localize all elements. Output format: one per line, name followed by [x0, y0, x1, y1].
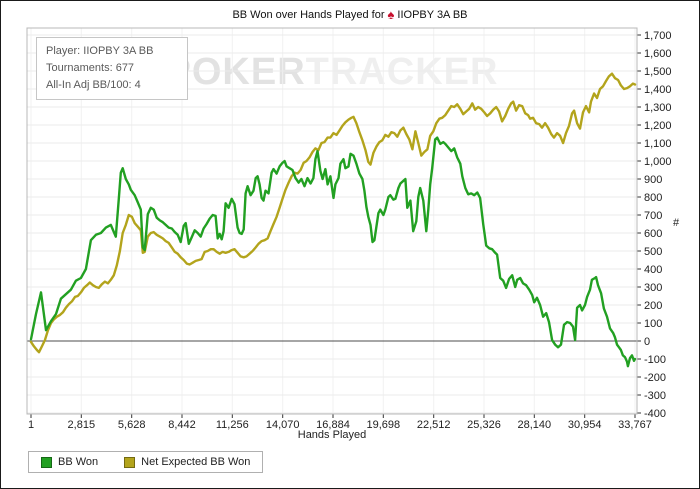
chart-title-prefix: BB Won over Hands Played for: [232, 9, 385, 21]
svg-text:5,628: 5,628: [118, 419, 146, 431]
svg-text:-100: -100: [644, 354, 666, 366]
svg-text:19,698: 19,698: [366, 419, 400, 431]
y-axis-ticks: [637, 34, 641, 414]
chart-title-player-name: IIOPBY 3A BB: [397, 9, 468, 21]
x-axis-labels: 1 2,815 5,628 8,442 11,256 14,070 16,884 19,698…: [28, 419, 652, 431]
svg-text:1,400: 1,400: [644, 84, 672, 96]
y-axis-labels: -400 -300 -200 -100 0 100 200 300 400 500 600 700 80…: [644, 30, 672, 420]
svg-text:8,442: 8,442: [168, 419, 196, 431]
pokertracker-spade-icon: ♠: [387, 7, 395, 22]
svg-text:14,070: 14,070: [266, 419, 300, 431]
svg-text:100: 100: [644, 318, 662, 330]
player-info-box: Player: IIOPBY 3A BB Tournaments: 677 Al…: [36, 37, 188, 100]
plot-frame: [26, 27, 638, 415]
watermark-tracker-text: TRACKER: [305, 51, 499, 93]
legend-swatch-bb-won: [41, 456, 52, 468]
y-gridlines: [27, 34, 637, 414]
svg-text:1,600: 1,600: [644, 48, 672, 60]
svg-text:25,326: 25,326: [467, 419, 501, 431]
net-expected-bb-won-line: [29, 72, 637, 354]
chart-title: BB Won over Hands Played for ♠ IIOPBY 3A B…: [1, 7, 699, 22]
svg-text:11,256: 11,256: [216, 419, 249, 431]
svg-text:1,200: 1,200: [644, 120, 672, 132]
bb-won-line: [29, 136, 637, 368]
svg-text:-200: -200: [644, 372, 666, 384]
legend-swatch-net-expected-bb-won: [124, 456, 136, 468]
pokertracker-watermark: POKERTRACKER: [27, 51, 637, 94]
svg-text:0: 0: [644, 336, 650, 348]
info-player-line: Player: IIOPBY 3A BB: [46, 45, 154, 57]
svg-text:1,000: 1,000: [644, 156, 672, 168]
svg-text:500: 500: [644, 246, 662, 258]
svg-text:900: 900: [644, 174, 662, 186]
svg-text:300: 300: [644, 282, 662, 294]
legend: BB Won Net Expected BB Won: [28, 451, 264, 473]
svg-text:-400: -400: [644, 408, 666, 420]
svg-text:1,100: 1,100: [644, 138, 672, 150]
y-axis-title: #: [673, 217, 680, 229]
legend-label-bb-won: BB Won: [58, 456, 99, 468]
svg-text:700: 700: [644, 210, 662, 222]
watermark-poker-text: POKER: [165, 51, 306, 93]
svg-text:600: 600: [644, 228, 662, 240]
x-axis-ticks: [30, 414, 636, 418]
info-tournaments-line: Tournaments: 677: [46, 62, 135, 74]
svg-text:1: 1: [28, 419, 34, 431]
svg-text:1,300: 1,300: [644, 102, 672, 114]
svg-text:800: 800: [644, 192, 662, 204]
legend-label-net-expected-bb-won: Net Expected BB Won: [141, 456, 251, 468]
svg-text:30,954: 30,954: [568, 419, 602, 431]
svg-text:400: 400: [644, 264, 662, 276]
svg-text:28,140: 28,140: [517, 419, 551, 431]
svg-text:22,512: 22,512: [417, 419, 451, 431]
svg-text:-300: -300: [644, 390, 666, 402]
svg-text:16,884: 16,884: [316, 419, 350, 431]
svg-text:33,767: 33,767: [618, 419, 652, 431]
info-allin-adj-line: All-In Adj BB/100: 4: [46, 79, 141, 91]
svg-text:1,500: 1,500: [644, 66, 672, 78]
x-axis-title: Hands Played: [297, 429, 367, 441]
svg-text:1,700: 1,700: [644, 30, 672, 42]
svg-text:2,815: 2,815: [68, 419, 96, 431]
svg-text:200: 200: [644, 300, 662, 312]
